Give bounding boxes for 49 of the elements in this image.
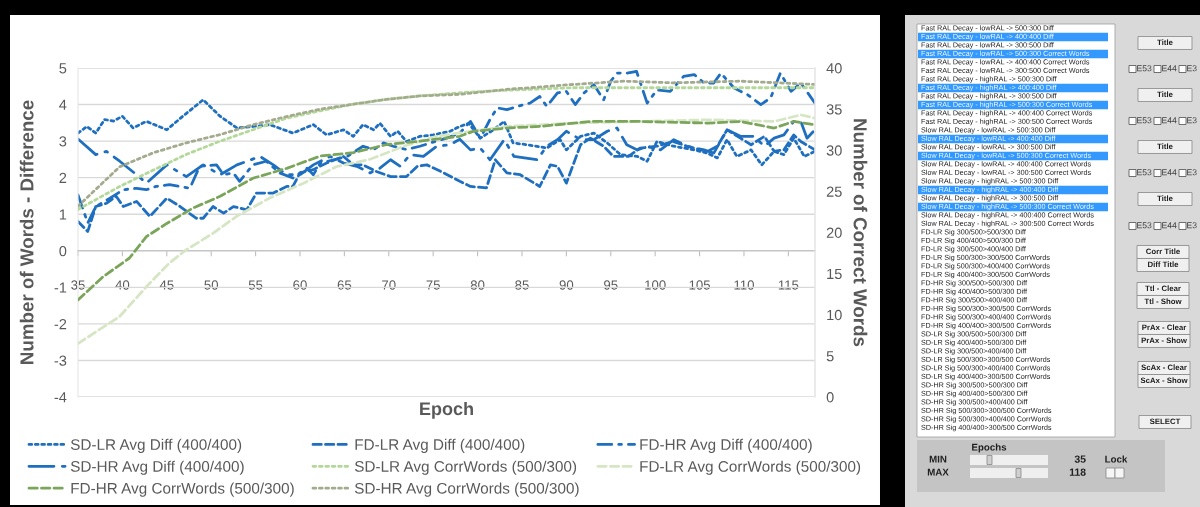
- text: MIN: [929, 455, 947, 463]
- y-axis-title: Number of Words - Difference: [19, 100, 34, 364]
- text: E3: [1187, 117, 1197, 124]
- text: E3: [1187, 169, 1197, 176]
- y-tick-label: -3: [54, 355, 67, 366]
- y2-tick-label: 40: [826, 63, 842, 74]
- y-tick-label: 3: [59, 136, 67, 147]
- text: 118: [1069, 468, 1086, 476]
- y-tick-label: 4: [59, 99, 67, 110]
- text: E44: [1162, 169, 1177, 176]
- y-tick-label: 2: [59, 172, 67, 183]
- y2-tick-label: 10: [827, 309, 842, 321]
- legend-label: SD-LR Avg CorrWords (500/300): [354, 460, 577, 475]
- text: Epochs: [972, 443, 1007, 453]
- text: E53: [1137, 222, 1152, 229]
- legend-label: FD-LR Avg Diff (400/400): [355, 438, 525, 453]
- x-tick-label: 115: [778, 280, 799, 290]
- y2-tick-label: 15: [827, 268, 842, 280]
- y-tick-label: 0: [59, 245, 67, 257]
- text: E44: [1162, 117, 1177, 124]
- text: E3: [1187, 222, 1197, 229]
- text: E3: [1187, 65, 1197, 72]
- y2-axis-title: Number of Correct Words: [853, 119, 868, 347]
- y2-tick-label: 35: [826, 104, 842, 115]
- legend-label: FD-HR Avg CorrWords (500/300): [71, 482, 294, 497]
- y-tick-label: 1: [59, 209, 67, 220]
- y2-tick-label: 5: [826, 351, 834, 362]
- legend-label: SD-HR Avg Diff (400/400): [70, 460, 244, 475]
- y-tick-label: -2: [54, 318, 67, 330]
- text: E53: [1137, 65, 1152, 72]
- x-axis-title: Epoch: [420, 401, 473, 419]
- y-tick-label: -4: [54, 392, 67, 403]
- y2-tick-label: 0: [826, 392, 834, 403]
- y-tick-label: -1: [54, 282, 67, 293]
- legend-label: SD-LR Avg Diff (400/400): [70, 438, 242, 453]
- y2-tick-label: 25: [826, 186, 842, 197]
- legend-label: FD-LR Avg CorrWords (500/300): [640, 460, 861, 475]
- text: E44: [1162, 222, 1177, 229]
- text: E53: [1137, 169, 1152, 176]
- text: MAX: [927, 468, 949, 476]
- text: E44: [1162, 65, 1177, 72]
- y2-tick-label: 20: [826, 227, 842, 238]
- legend-label: SD-HR Avg CorrWords (500/300): [354, 482, 579, 497]
- y-tick-label: 5: [59, 63, 67, 74]
- text: E53: [1137, 117, 1152, 124]
- text: 35: [1074, 455, 1086, 463]
- legend-label: FD-HR Avg Diff (400/400): [640, 438, 812, 453]
- text: Lock: [1105, 455, 1128, 463]
- y2-tick-label: 30: [826, 145, 842, 156]
